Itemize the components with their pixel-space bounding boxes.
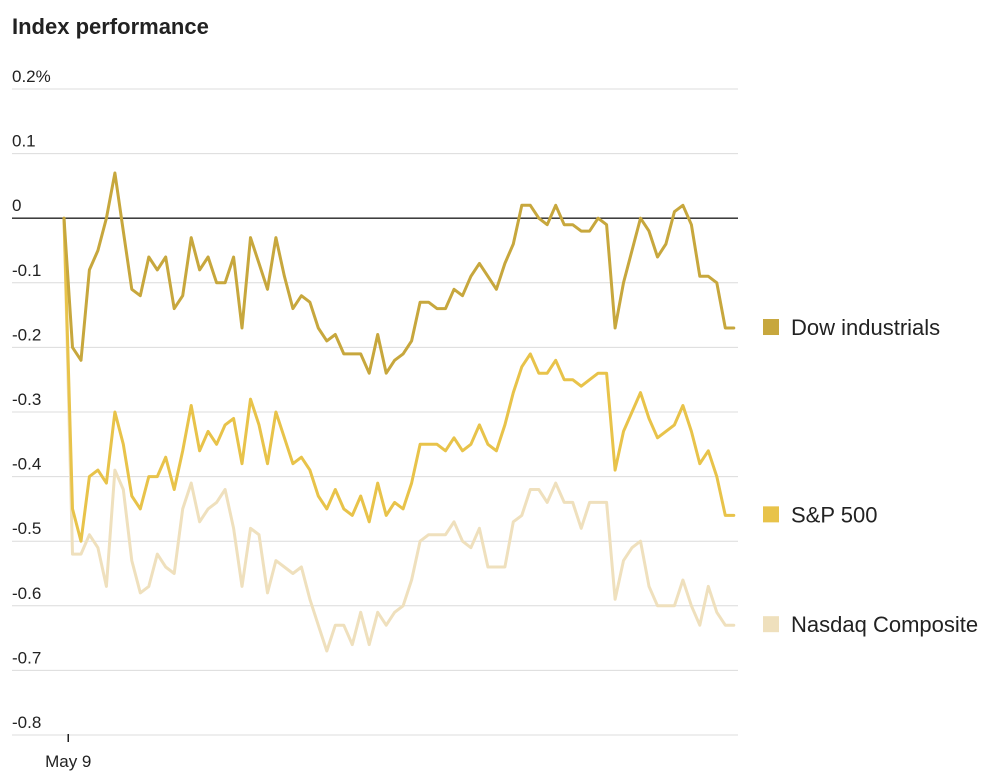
chart-title: Index performance [12,14,209,39]
legend-label-nasdaq-composite: Nasdaq Composite [791,612,978,637]
series-line-nasdaq-composite [62,216,736,653]
y-tick-label: -0.3 [12,390,41,409]
grid-lines [12,88,738,736]
y-tick-label: -0.8 [12,713,41,732]
series-lines [62,171,736,653]
legend-label-s-p-500: S&P 500 [791,502,877,527]
y-tick-label: -0.7 [12,648,41,667]
y-tick-label: 0.1 [12,132,36,151]
y-tick-label: -0.1 [12,261,41,280]
legend-swatch-dow-industrials [763,319,779,336]
legend: Nasdaq Composite S&P 500 Dow industrials [763,315,978,637]
series-line-dow-industrials [62,171,736,375]
y-tick-label: -0.5 [12,519,41,538]
y-tick-label: 0 [12,196,21,215]
legend-label-dow-industrials: Dow industrials [791,315,940,340]
x-axis-tick-labels: May 9 [45,734,91,771]
y-tick-label: -0.6 [12,584,41,603]
y-tick-label: -0.2 [12,325,41,344]
series-line-s-p-500 [62,216,736,543]
legend-swatch-nasdaq-composite [763,616,779,633]
y-axis-tick-labels: 0.2% 0.1 0 -0.1 -0.2 -0.3 -0.4 -0.5 -0.6 -0.7 -0.8 [12,67,51,732]
x-tick-label: May 9 [45,752,91,771]
y-tick-label: 0.2% [12,67,51,86]
legend-swatch-s-p-500 [763,506,779,523]
y-tick-label: -0.4 [12,455,41,474]
